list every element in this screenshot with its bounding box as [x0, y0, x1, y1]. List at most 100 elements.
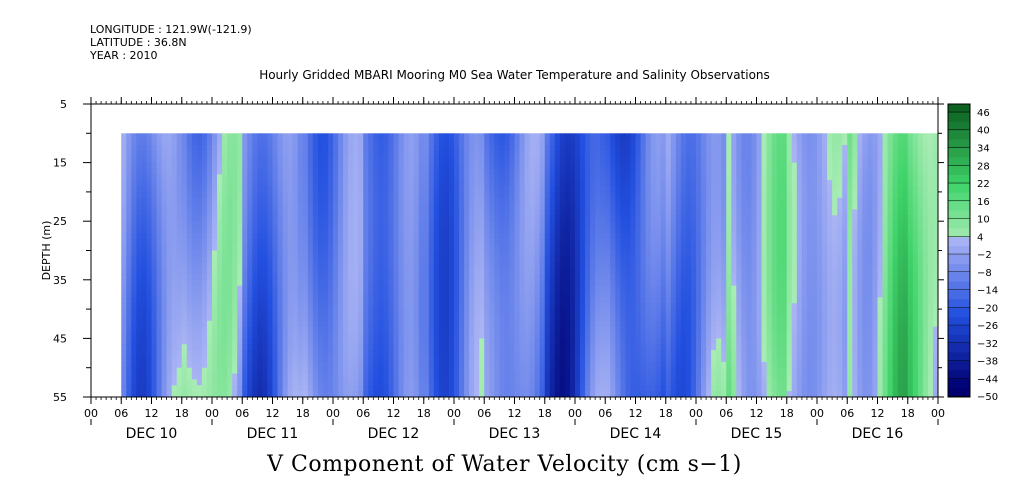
heat-cell	[378, 250, 384, 257]
heat-cell	[212, 332, 218, 339]
heat-cell	[277, 262, 284, 269]
heat-cell	[312, 168, 319, 175]
heat-cell	[302, 150, 309, 158]
heat-cell	[413, 309, 420, 316]
heat-cell	[635, 221, 642, 228]
heat-cell	[353, 168, 359, 175]
heat-cell	[171, 320, 178, 328]
heat-cell	[615, 145, 621, 152]
heat-cell	[433, 285, 440, 293]
heat-cell	[670, 373, 677, 380]
heat-cell	[413, 227, 420, 234]
heat-cell	[212, 391, 218, 398]
heat-cell	[388, 244, 394, 251]
heat-cell	[514, 180, 521, 187]
heat-cell	[227, 373, 233, 380]
heat-cell	[327, 391, 334, 398]
heat-cell	[615, 303, 621, 310]
heat-cell	[227, 232, 233, 240]
heat-cell	[554, 361, 561, 369]
heat-cell	[322, 291, 329, 298]
heat-cell	[464, 344, 470, 351]
heat-cell	[559, 191, 566, 199]
heat-cell	[448, 291, 455, 298]
heat-cell	[146, 361, 152, 369]
heat-cell	[675, 355, 682, 363]
heat-cell	[287, 268, 294, 275]
heat-cell	[549, 355, 556, 363]
heat-cell	[585, 303, 591, 310]
heat-cell	[171, 268, 178, 275]
heat-cell	[675, 145, 682, 152]
heat-cell	[413, 145, 420, 152]
heat-cell	[312, 150, 319, 158]
heat-cell	[625, 273, 631, 281]
heat-cell	[564, 209, 571, 216]
heat-cell	[121, 250, 127, 257]
heat-cell	[605, 256, 611, 263]
heat-cell	[615, 238, 621, 246]
heat-cell	[665, 256, 672, 263]
heat-cell	[322, 256, 329, 263]
heat-cell	[433, 273, 440, 281]
heat-cell	[343, 168, 349, 175]
heat-cell	[252, 373, 258, 380]
heat-cell	[569, 197, 576, 205]
heat-cell	[287, 320, 294, 328]
heat-cell	[292, 250, 299, 257]
heat-cell	[635, 209, 642, 216]
heat-cell	[564, 180, 571, 187]
heat-cell	[176, 227, 183, 234]
heat-cell	[454, 145, 460, 152]
heat-cell	[393, 291, 400, 298]
heat-cell	[222, 250, 228, 257]
heat-cell	[333, 262, 339, 269]
heat-cell	[267, 197, 273, 205]
heat-cell	[464, 180, 470, 187]
heat-cell	[317, 373, 324, 380]
heat-cell	[287, 227, 294, 234]
heat-cell	[287, 385, 294, 392]
heat-cell	[575, 262, 581, 269]
heat-cell	[206, 314, 213, 322]
heat-cell	[438, 338, 445, 345]
heat-cell	[363, 279, 369, 287]
heat-cell	[469, 197, 475, 205]
heat-cell	[610, 338, 616, 345]
heat-cell	[408, 332, 415, 339]
heat-cell	[580, 238, 586, 246]
heat-cell	[126, 391, 132, 398]
heat-cell	[615, 244, 621, 251]
heat-cell	[459, 197, 465, 205]
heat-cell	[655, 250, 662, 257]
heat-cell	[292, 391, 299, 398]
heat-cell	[625, 314, 631, 322]
heat-cell	[196, 320, 203, 328]
heat-cell	[393, 162, 400, 169]
heat-cell	[196, 279, 203, 287]
heat-cell	[635, 297, 642, 304]
heat-cell	[348, 338, 354, 345]
heat-cell	[524, 326, 531, 334]
heat-cell	[302, 197, 309, 205]
heat-cell	[131, 268, 137, 275]
heat-cell	[549, 373, 556, 380]
heat-cell	[403, 250, 410, 257]
heat-cell	[317, 150, 324, 158]
heat-cell	[585, 332, 591, 339]
heat-cell	[262, 191, 268, 199]
heat-cell	[297, 139, 304, 146]
heat-cell	[388, 256, 394, 263]
heat-cell	[595, 133, 601, 140]
heat-cell	[196, 150, 203, 158]
heat-cell	[605, 326, 611, 334]
heat-cell	[131, 150, 137, 158]
heat-cell	[131, 320, 137, 328]
heat-cell	[358, 373, 364, 380]
heat-cell	[171, 385, 178, 392]
heat-cell	[222, 379, 228, 386]
heat-cell	[156, 215, 163, 222]
heat-cell	[469, 344, 475, 351]
heat-cell	[600, 209, 606, 216]
heat-cell	[534, 256, 541, 263]
